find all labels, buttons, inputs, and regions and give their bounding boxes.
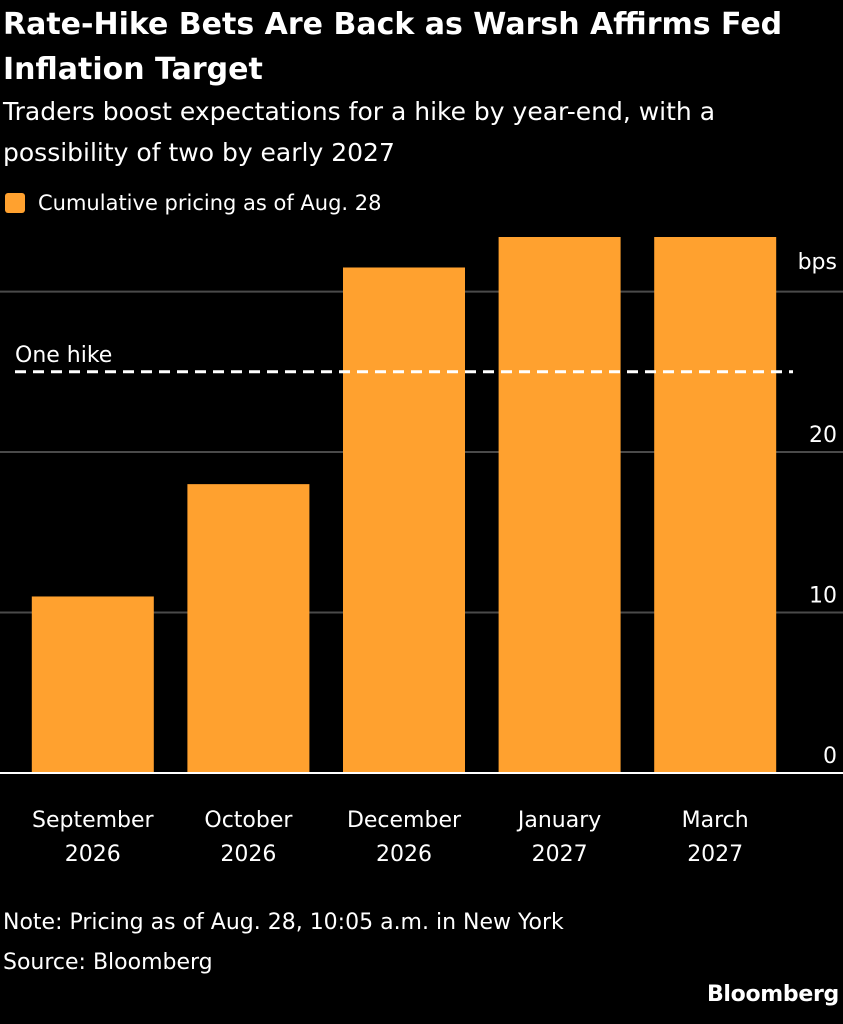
- x-tick-label: March 2027: [682, 808, 749, 867]
- bar: [343, 267, 465, 773]
- legend-swatch: [5, 193, 25, 213]
- y-tick-label: 20: [809, 423, 837, 448]
- bar: [31, 596, 154, 773]
- chart-title: Rate-Hike Bets Are Back as Warsh Affirms…: [3, 7, 783, 87]
- legend-label: Cumulative pricing as of Aug. 28: [38, 191, 382, 215]
- y-tick-label: 0: [823, 744, 837, 769]
- x-tick-label: September 2026: [32, 808, 155, 867]
- y-axis-unit: bps: [798, 250, 837, 275]
- reference-line: One hike: [15, 343, 793, 374]
- bar: [654, 237, 777, 773]
- x-tick-label: October 2026: [204, 808, 293, 867]
- footnote: Note: Pricing as of Aug. 28, 10:05 a.m. …: [3, 910, 564, 935]
- bloomberg-logo: Bloomberg: [706, 982, 839, 1007]
- x-tick-label: January 2027: [516, 808, 601, 867]
- one-hike-label: One hike: [15, 343, 112, 368]
- bars: [31, 237, 777, 773]
- bar: [498, 237, 621, 773]
- legend: Cumulative pricing as of Aug. 28: [5, 188, 382, 218]
- y-tick-label: 10: [809, 584, 837, 609]
- axes: 0 10 20 bps September 2026 October 2026 December…: [0, 250, 843, 867]
- bar: [187, 484, 310, 773]
- chart-subtitle: Traders boost expectations for a hike by…: [3, 97, 716, 167]
- x-tick-label: December 2026: [347, 808, 462, 867]
- source-text: Source: Bloomberg: [3, 950, 213, 975]
